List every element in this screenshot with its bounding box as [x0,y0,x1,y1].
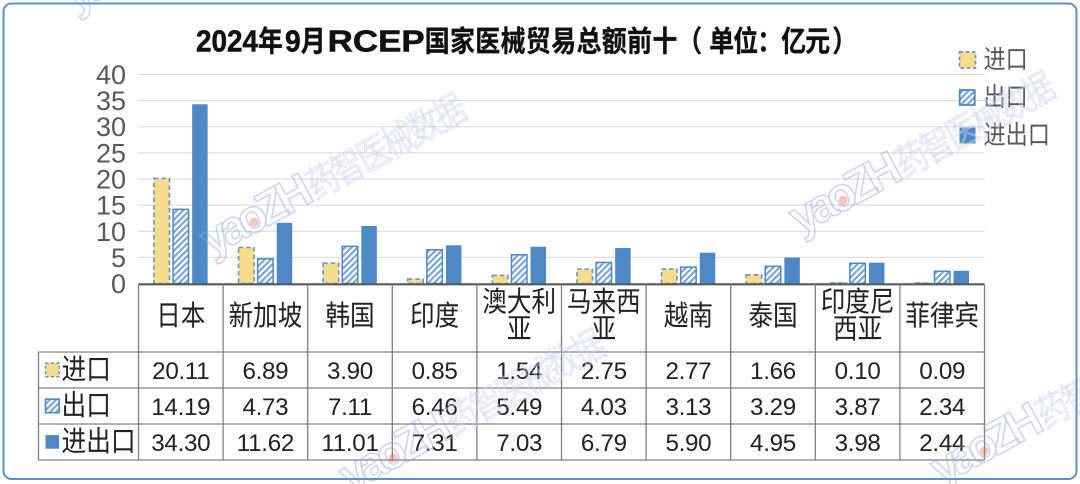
svg-text:5: 5 [111,243,126,273]
svg-text:9: 9 [285,24,301,59]
svg-text:2.44: 2.44 [919,430,965,457]
svg-text:2.75: 2.75 [581,358,627,385]
svg-text:2024: 2024 [196,24,259,59]
svg-text:0: 0 [111,269,126,299]
svg-text:4.03: 4.03 [581,394,627,421]
svg-text:34.30: 34.30 [151,430,210,457]
svg-text:20.11: 20.11 [152,358,209,385]
svg-text:7.31: 7.31 [412,430,458,457]
svg-text:35: 35 [96,86,126,116]
svg-text:4.95: 4.95 [750,430,796,457]
svg-text:1.66: 1.66 [750,358,796,385]
svg-text:3.90: 3.90 [327,358,373,385]
svg-text:6.79: 6.79 [581,430,627,457]
svg-text:14.19: 14.19 [151,394,210,421]
svg-text:20: 20 [96,165,126,195]
svg-text:10: 10 [96,217,126,247]
svg-text:30: 30 [96,112,126,142]
svg-text:6.89: 6.89 [242,358,288,385]
svg-text:4.73: 4.73 [242,394,288,421]
svg-text:11.62: 11.62 [237,430,294,457]
svg-text:7.03: 7.03 [496,430,542,457]
svg-text:3.13: 3.13 [665,394,711,421]
svg-text:25: 25 [96,138,126,168]
svg-text:RCEP: RCEP [328,24,425,59]
svg-text:7.11: 7.11 [328,394,372,421]
svg-text:3.98: 3.98 [835,430,881,457]
svg-text:15: 15 [96,191,126,221]
svg-text:3.29: 3.29 [750,394,796,421]
svg-text:2.34: 2.34 [919,394,965,421]
svg-text:5.90: 5.90 [665,430,711,457]
svg-text:40: 40 [96,60,126,90]
svg-text:2.77: 2.77 [665,358,711,385]
svg-text:0.10: 0.10 [835,358,881,385]
svg-text:0.09: 0.09 [919,358,965,385]
svg-text:3.87: 3.87 [835,394,881,421]
svg-text:0.85: 0.85 [412,358,458,385]
svg-text:11.01: 11.01 [321,430,378,457]
